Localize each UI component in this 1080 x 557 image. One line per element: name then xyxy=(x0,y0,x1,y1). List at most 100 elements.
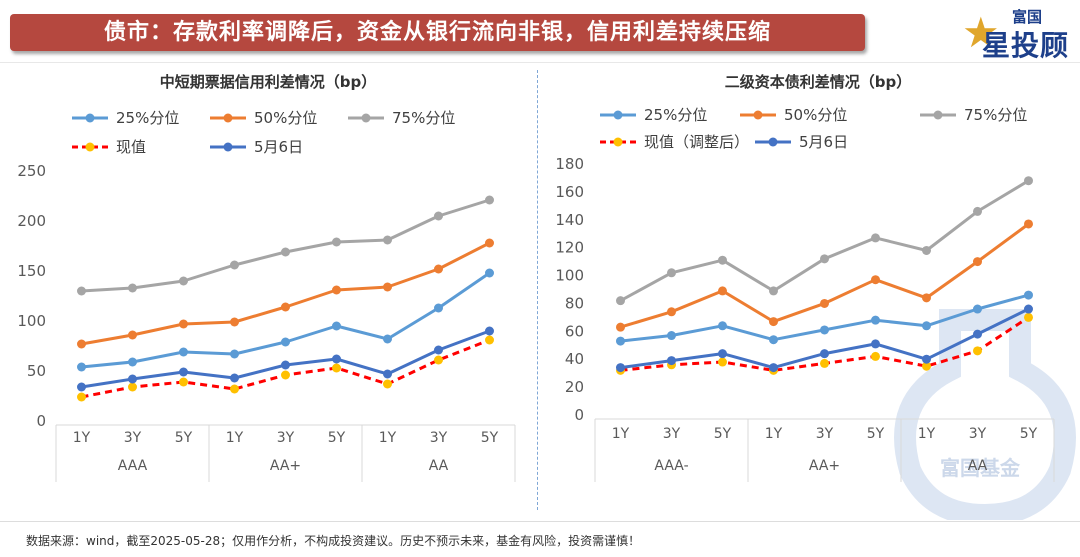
data-point xyxy=(616,363,625,373)
legend-label: 50%分位 xyxy=(254,109,317,127)
legend-label: 75%分位 xyxy=(392,109,455,127)
data-point xyxy=(667,331,676,341)
data-point xyxy=(485,195,494,205)
data-point xyxy=(332,321,341,331)
chart-title: 中短期票据信用利差情况（bp） xyxy=(160,73,376,91)
x-tick-label: 5Y xyxy=(1020,426,1038,442)
logo-main-text: 星投顾 xyxy=(982,29,1070,62)
x-tick-label: 5Y xyxy=(867,426,885,442)
y-tick-label: 100 xyxy=(17,312,46,330)
legend-marker xyxy=(613,137,623,147)
data-point xyxy=(1024,219,1033,229)
logo-top-text: 富国 xyxy=(1012,8,1043,26)
data-point xyxy=(434,264,443,274)
data-point xyxy=(973,304,982,314)
y-tick-label: 120 xyxy=(555,239,584,257)
data-point xyxy=(667,268,676,278)
data-point xyxy=(281,337,290,347)
chart-title: 二级资本债利差情况（bp） xyxy=(725,73,911,91)
data-point xyxy=(820,325,829,335)
footer-divider xyxy=(0,521,1080,522)
data-point xyxy=(922,245,931,255)
data-point xyxy=(922,354,931,364)
data-point xyxy=(281,302,290,312)
x-tick-label: 1Y xyxy=(379,430,397,446)
x-tick-label: 3Y xyxy=(430,430,448,446)
watermark-text: 富国基金 xyxy=(940,456,1021,480)
data-point xyxy=(128,374,137,384)
data-point xyxy=(179,319,188,329)
x-tick-label: 5Y xyxy=(175,430,193,446)
data-point xyxy=(281,247,290,257)
data-point xyxy=(616,336,625,346)
data-point xyxy=(434,303,443,313)
data-point xyxy=(128,357,137,367)
group-label: AA+ xyxy=(270,458,301,474)
data-point xyxy=(973,206,982,216)
data-point xyxy=(434,211,443,221)
x-tick-label: 1Y xyxy=(765,426,783,442)
legend-marker xyxy=(85,142,95,152)
y-tick-label: 100 xyxy=(555,267,584,285)
data-point xyxy=(871,339,880,349)
data-point xyxy=(769,317,778,327)
data-point xyxy=(616,296,625,306)
data-point xyxy=(718,321,727,331)
data-point xyxy=(230,349,239,359)
group-label: AA xyxy=(968,458,988,474)
data-point xyxy=(230,384,239,394)
data-point xyxy=(1024,304,1033,314)
chart-divider xyxy=(537,70,538,510)
x-tick-label: 1Y xyxy=(73,430,91,446)
data-point xyxy=(434,345,443,355)
data-point xyxy=(820,298,829,308)
data-point xyxy=(718,286,727,296)
group-label: AA xyxy=(429,458,449,474)
y-tick-label: 0 xyxy=(36,412,46,430)
page-title: 债市：存款利率调降后，资金从银行流向非银，信用利差持续压缩 xyxy=(103,20,771,45)
x-tick-label: 1Y xyxy=(918,426,936,442)
data-point xyxy=(1024,290,1033,300)
data-point xyxy=(434,355,443,365)
data-point xyxy=(871,315,880,325)
data-point xyxy=(485,326,494,336)
data-point xyxy=(871,351,880,361)
data-point xyxy=(179,276,188,286)
group-label: AA+ xyxy=(809,458,840,474)
data-point xyxy=(769,335,778,345)
y-tick-label: 40 xyxy=(565,350,584,368)
data-point xyxy=(179,377,188,387)
watermark-logo: 富国基金 xyxy=(894,309,1076,520)
data-point xyxy=(1024,312,1033,322)
x-tick-label: 5Y xyxy=(714,426,732,442)
data-point xyxy=(179,347,188,357)
y-tick-label: 0 xyxy=(574,406,584,424)
data-point xyxy=(973,329,982,339)
data-point xyxy=(332,285,341,295)
star-icon: ★ xyxy=(962,8,1000,57)
y-tick-label: 160 xyxy=(555,183,584,201)
legend-marker xyxy=(223,142,233,152)
data-point xyxy=(616,322,625,332)
x-tick-label: 1Y xyxy=(612,426,630,442)
data-point xyxy=(383,235,392,245)
title-banner: 债市：存款利率调降后，资金从银行流向非银，信用利差持续压缩 xyxy=(10,14,865,51)
data-point xyxy=(871,275,880,285)
y-tick-label: 250 xyxy=(17,162,46,180)
x-tick-label: 3Y xyxy=(124,430,142,446)
data-point xyxy=(77,286,86,296)
data-point xyxy=(973,257,982,267)
data-point xyxy=(820,254,829,264)
y-tick-label: 80 xyxy=(565,294,584,312)
footer-note: 数据来源：wind，截至2025-05-28；仅用作分析，不构成投资建议。历史不… xyxy=(26,534,641,548)
legend-marker xyxy=(85,113,95,123)
data-point xyxy=(922,293,931,303)
legend-marker xyxy=(753,110,763,120)
x-tick-label: 3Y xyxy=(277,430,295,446)
data-point xyxy=(230,373,239,383)
data-point xyxy=(871,233,880,243)
y-tick-label: 20 xyxy=(565,378,584,396)
data-point xyxy=(1024,176,1033,186)
data-point xyxy=(281,360,290,370)
mtn-credit-spread-chart: 中短期票据信用利差情况（bp） 0 50 100 150 200 250 1Y 3Y 5Y 1Y 3Y… xyxy=(17,73,516,482)
